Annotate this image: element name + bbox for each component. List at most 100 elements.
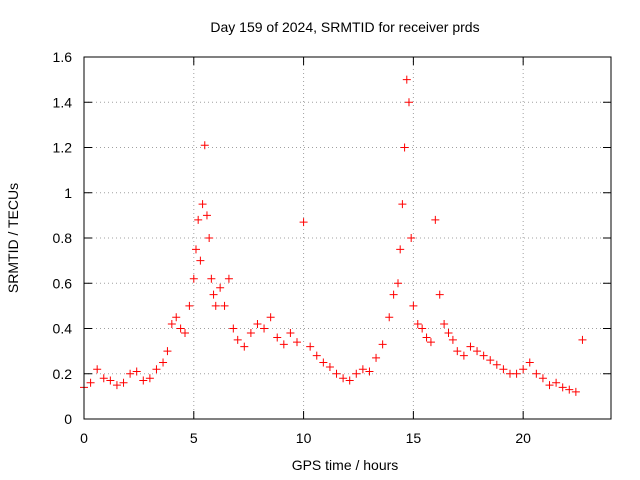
data-point xyxy=(492,360,501,369)
data-point xyxy=(479,351,488,360)
data-point xyxy=(532,369,541,378)
data-point xyxy=(400,143,409,152)
data-point xyxy=(466,342,475,351)
data-point xyxy=(398,200,407,209)
x-tick-label: 0 xyxy=(80,430,88,446)
y-tick-label: 1 xyxy=(64,185,72,201)
data-point xyxy=(459,351,468,360)
data-point xyxy=(332,369,341,378)
data-point xyxy=(407,234,416,242)
data-point xyxy=(444,329,453,338)
y-tick-label: 1.6 xyxy=(53,49,73,65)
data-point xyxy=(365,367,374,376)
data-point xyxy=(260,324,269,333)
data-point xyxy=(209,290,218,299)
data-point xyxy=(229,324,238,333)
data-point xyxy=(431,215,440,224)
data-point xyxy=(106,376,115,385)
data-point xyxy=(99,374,108,383)
data-point xyxy=(233,335,242,344)
data-point xyxy=(552,378,561,387)
data-point xyxy=(196,256,205,265)
data-point xyxy=(176,324,185,333)
data-point xyxy=(325,362,334,371)
data-point xyxy=(396,245,405,254)
data-point xyxy=(286,329,295,338)
data-point xyxy=(191,245,200,254)
data-point xyxy=(194,215,203,224)
data-point xyxy=(426,338,435,347)
y-tick-label: 0 xyxy=(64,411,72,427)
data-point xyxy=(473,347,482,356)
data-point xyxy=(119,378,128,387)
data-point xyxy=(448,335,457,344)
data-point xyxy=(422,333,431,342)
data-point xyxy=(394,279,403,288)
data-point xyxy=(93,365,102,374)
data-point xyxy=(202,211,211,220)
data-point xyxy=(418,324,427,333)
y-tick-label: 0.4 xyxy=(53,321,73,337)
data-points xyxy=(80,75,587,396)
data-point xyxy=(440,319,449,328)
data-point xyxy=(413,319,422,328)
data-point xyxy=(525,358,534,367)
data-point xyxy=(358,365,367,374)
data-point xyxy=(558,383,567,392)
x-tick-label: 10 xyxy=(296,430,312,446)
data-point xyxy=(312,351,321,360)
y-tick-label: 0.2 xyxy=(53,366,73,382)
data-point xyxy=(512,369,521,378)
data-point xyxy=(299,218,308,227)
data-point xyxy=(352,369,361,378)
data-point xyxy=(499,365,508,374)
data-point xyxy=(152,365,161,374)
data-point xyxy=(240,342,249,351)
chart-title: Day 159 of 2024, SRMTID for receiver prd… xyxy=(210,19,479,35)
tick-marks xyxy=(83,56,611,420)
data-point xyxy=(198,200,207,209)
data-point xyxy=(86,378,95,387)
data-point xyxy=(279,340,288,349)
data-point xyxy=(246,329,255,338)
data-point xyxy=(339,374,348,383)
data-point xyxy=(159,358,168,367)
data-point xyxy=(319,358,328,367)
data-point xyxy=(216,283,225,292)
x-axis-label: GPS time / hours xyxy=(292,457,399,473)
data-point xyxy=(409,301,418,310)
data-point xyxy=(273,333,282,342)
data-point xyxy=(372,353,381,362)
x-tick-label: 15 xyxy=(406,430,422,446)
x-tick-labels: 0 5 10 15 20 xyxy=(80,430,531,446)
data-point xyxy=(145,374,154,383)
data-point xyxy=(389,290,398,299)
data-point xyxy=(205,234,214,242)
data-point xyxy=(292,338,301,347)
data-point xyxy=(486,356,495,365)
data-point xyxy=(545,381,554,390)
data-point xyxy=(189,274,198,283)
data-point xyxy=(571,387,580,396)
data-point xyxy=(519,365,528,374)
y-tick-label: 0.8 xyxy=(53,230,73,246)
data-point xyxy=(565,385,574,394)
data-point xyxy=(112,381,121,390)
data-point xyxy=(453,347,462,356)
data-point xyxy=(167,319,176,328)
data-point xyxy=(172,313,181,322)
data-point xyxy=(404,98,413,107)
data-point xyxy=(220,301,229,310)
data-point xyxy=(224,274,233,283)
data-point xyxy=(181,329,190,338)
y-tick-label: 1.2 xyxy=(53,140,73,156)
data-point xyxy=(378,340,387,349)
x-tick-label: 5 xyxy=(190,430,198,446)
y-tick-label: 0.6 xyxy=(53,275,73,291)
data-point xyxy=(266,313,275,322)
data-point xyxy=(385,313,394,322)
data-point xyxy=(435,290,444,299)
data-point xyxy=(185,301,194,310)
